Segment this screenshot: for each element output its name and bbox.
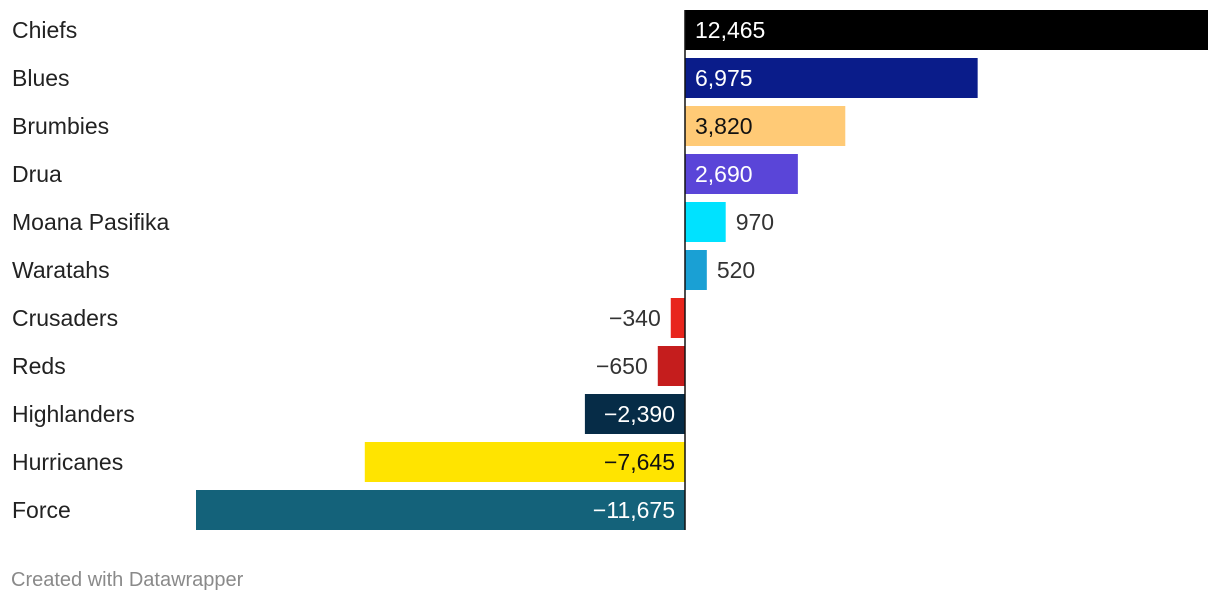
datawrapper-credit: Created with Datawrapper: [11, 569, 244, 591]
value-label-highlanders: −2,390: [604, 401, 675, 427]
bar-crusaders: [670, 298, 685, 338]
value-label-crusaders: −340: [609, 305, 661, 331]
value-label-brumbies: 3,820: [695, 113, 753, 139]
value-label-force: −11,675: [593, 497, 675, 523]
category-label-highlanders: Highlanders: [12, 401, 135, 427]
value-label-blues: 6,975: [695, 65, 753, 91]
category-label-moana-pasifika: Moana Pasifika: [12, 209, 169, 235]
category-label-drua: Drua: [12, 161, 62, 187]
category-label-hurricanes: Hurricanes: [12, 449, 123, 475]
category-label-blues: Blues: [12, 65, 70, 91]
category-label-waratahs: Waratahs: [12, 257, 110, 283]
value-label-hurricanes: −7,645: [604, 449, 675, 475]
bar-blues: [685, 58, 978, 98]
bar-moana-pasifika: [685, 202, 726, 242]
category-label-crusaders: Crusaders: [12, 305, 118, 331]
bar-chiefs: [685, 10, 1208, 50]
category-label-force: Force: [12, 497, 71, 523]
bar-waratahs: [685, 250, 707, 290]
value-label-chiefs: 12,465: [695, 17, 765, 43]
category-label-brumbies: Brumbies: [12, 113, 109, 139]
bar-drua: [685, 154, 798, 194]
category-label-reds: Reds: [12, 353, 66, 379]
value-label-moana-pasifika: 970: [736, 209, 774, 235]
value-label-waratahs: 520: [717, 257, 755, 283]
bar-hurricanes: [364, 442, 685, 482]
category-label-chiefs: Chiefs: [12, 17, 77, 43]
value-label-reds: −650: [596, 353, 648, 379]
bar-force: [196, 490, 685, 530]
bar-highlanders: [584, 394, 685, 434]
bar-brumbies: [685, 106, 846, 146]
bar-chart: Chiefs 12,465 Blues 6,975 Brumbies 3,820 Drua 2…: [12, 10, 1208, 530]
bar-reds: [657, 346, 685, 386]
value-label-drua: 2,690: [695, 161, 753, 187]
